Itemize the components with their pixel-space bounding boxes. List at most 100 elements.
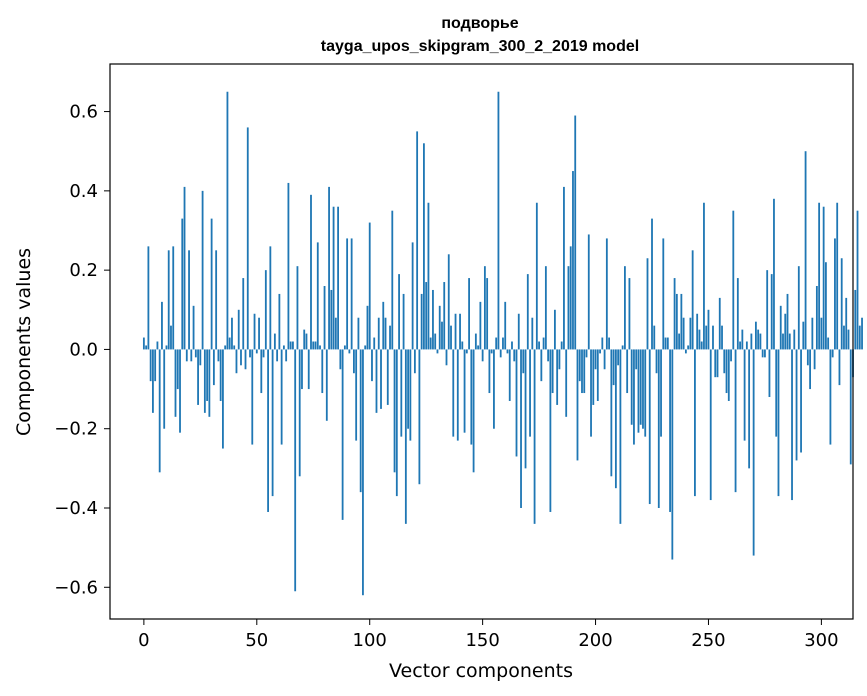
bar-124: [423, 143, 425, 350]
bar-246: [698, 329, 701, 350]
x-tick-label-6: 300: [804, 630, 838, 651]
bar-139: [456, 349, 459, 441]
bar-194: [581, 349, 583, 394]
bar-47: [249, 349, 251, 358]
bar-180: [549, 349, 552, 512]
bar-21: [190, 349, 193, 362]
bar-4: [152, 349, 154, 413]
bar-178: [544, 266, 547, 350]
bar-46: [246, 127, 249, 350]
bar-72: [305, 333, 308, 350]
bar-248: [703, 202, 705, 350]
bar-9: [163, 349, 166, 429]
bar-237: [678, 333, 681, 350]
bar-263: [736, 278, 739, 350]
bar-60: [278, 293, 281, 350]
bar-102: [373, 337, 376, 350]
bar-63: [285, 349, 288, 362]
bar-238: [680, 293, 683, 350]
bar-264: [739, 341, 741, 350]
bar-167: [520, 349, 522, 508]
bar-89: [343, 345, 346, 350]
bar-107: [384, 317, 387, 350]
bar-186: [563, 186, 565, 350]
bar-6: [156, 341, 159, 350]
bar-98: [364, 345, 367, 350]
bar-235: [673, 278, 676, 350]
bar-258: [725, 349, 728, 394]
bar-144: [468, 278, 470, 350]
bar-54: [264, 270, 267, 350]
bar-293: [804, 151, 807, 350]
bar-157: [497, 91, 500, 350]
bar-1: [145, 345, 148, 350]
bar-233: [669, 349, 671, 512]
bar-18: [183, 186, 186, 350]
bar-48: [251, 349, 254, 445]
bar-113: [398, 274, 400, 350]
x-tick-label-2: 100: [353, 630, 387, 651]
bar-291: [800, 349, 802, 453]
bar-214: [626, 349, 629, 394]
bar-13: [172, 246, 175, 350]
bar-315: [854, 289, 857, 350]
bar-138: [454, 313, 457, 350]
bar-73: [307, 349, 310, 390]
bar-260: [730, 349, 732, 362]
bar-282: [779, 305, 782, 350]
bar-292: [802, 321, 805, 350]
bar-189: [569, 246, 572, 350]
bar-28: [206, 349, 209, 401]
x-tick-label-0: 0: [138, 630, 149, 651]
bar-128: [432, 289, 434, 350]
bar-211: [619, 349, 622, 524]
bar-272: [757, 329, 760, 350]
bar-150: [481, 349, 484, 362]
bar-38: [228, 337, 231, 350]
bar-243: [691, 250, 694, 350]
chart-title: подворье: [441, 15, 518, 32]
bar-276: [766, 270, 769, 350]
bar-275: [764, 349, 766, 358]
bar-130: [436, 349, 439, 354]
bar-159: [502, 337, 504, 350]
bar-22: [192, 305, 195, 350]
bar-45: [244, 349, 247, 370]
bar-295: [809, 349, 811, 390]
bar-152: [486, 278, 489, 350]
bar-308: [838, 349, 841, 386]
bar-201: [596, 349, 599, 401]
bar-219: [637, 349, 640, 433]
bar-192: [576, 349, 579, 461]
bar-75: [312, 341, 315, 350]
bar-215: [628, 278, 631, 350]
bar-153: [488, 349, 491, 394]
bar-245: [696, 313, 699, 350]
y-tick-label-3: 0.0: [69, 339, 98, 360]
bar-127: [429, 337, 432, 350]
y-tick-label-6: 0.6: [69, 102, 98, 123]
bar-262: [734, 349, 737, 493]
bar-19: [185, 349, 188, 362]
bar-162: [508, 349, 511, 401]
bar-133: [443, 282, 446, 350]
bar-269: [750, 333, 753, 350]
bar-15: [176, 349, 179, 390]
y-tick-label-4: 0.2: [69, 260, 98, 281]
bar-135: [447, 254, 450, 350]
y-tick-label-2: −0.2: [54, 419, 98, 440]
bar-123: [420, 293, 423, 350]
bar-151: [483, 266, 486, 350]
bar-122: [418, 349, 421, 485]
bar-187: [565, 349, 568, 417]
bar-281: [777, 349, 780, 497]
bar-255: [718, 297, 721, 350]
bar-190: [572, 171, 574, 350]
bar-213: [624, 266, 626, 350]
bar-76: [314, 341, 317, 350]
bar-283: [782, 333, 784, 350]
bar-142: [463, 349, 466, 433]
y-axis-label: Components values: [13, 248, 35, 436]
bar-208: [612, 349, 615, 386]
bar-221: [642, 349, 644, 429]
